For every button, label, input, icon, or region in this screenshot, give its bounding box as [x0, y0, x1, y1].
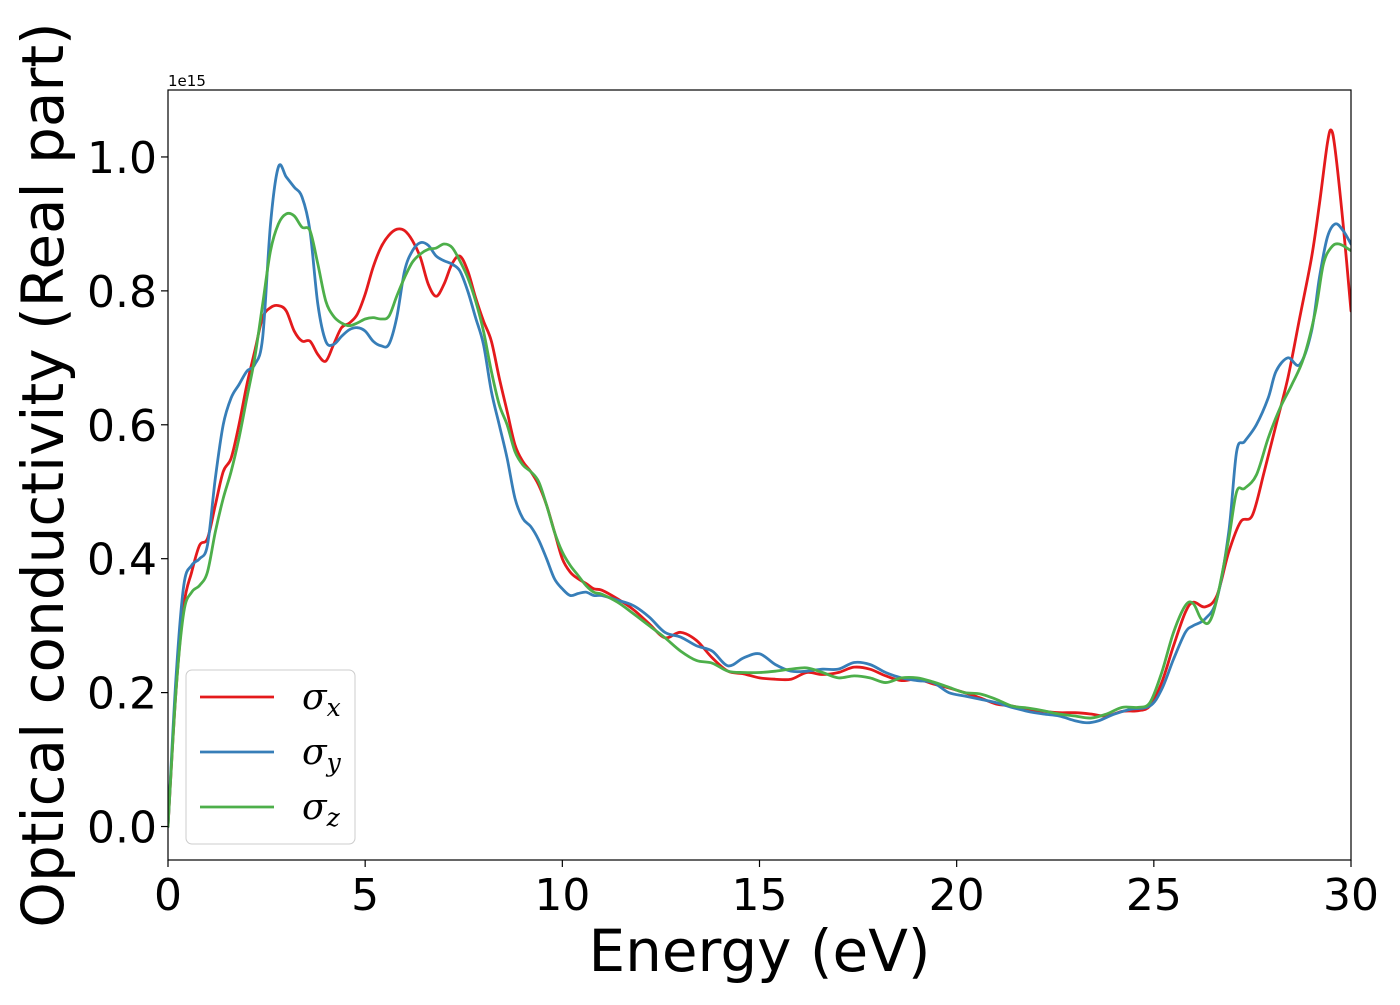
legend-box	[185, 669, 356, 845]
y-tick-label: 0.6	[87, 401, 157, 452]
x-tick-label: 5	[351, 870, 379, 921]
y-tick-label: 1.0	[87, 133, 157, 184]
x-tick-label: 15	[732, 870, 788, 921]
x-axis-title: Energy (eV)	[588, 917, 930, 985]
y-offset-label: 1e15	[168, 72, 206, 90]
x-tick-label: 20	[929, 870, 985, 921]
series-line-y	[168, 163, 1351, 828]
y-tick-label: 0.2	[87, 669, 157, 720]
series-layer	[168, 128, 1351, 828]
series-line-z	[168, 211, 1351, 828]
y-tick-label: 0.8	[87, 267, 157, 318]
y-axis-ticks: 0.0 0.2 0.4 0.6 0.8 1.0	[87, 133, 168, 854]
y-axis-title: Optical conductivity (Real part)	[9, 22, 77, 927]
x-tick-label: 30	[1323, 870, 1379, 921]
x-axis-ticks: 0 5 10 15 20 25 30	[154, 860, 1379, 921]
series-line-x	[168, 128, 1351, 828]
y-tick-label: 0.0	[87, 803, 157, 854]
y-tick-label: 0.4	[87, 535, 157, 586]
x-tick-label: 25	[1126, 870, 1182, 921]
x-tick-label: 10	[534, 870, 590, 921]
x-tick-label: 0	[154, 870, 182, 921]
